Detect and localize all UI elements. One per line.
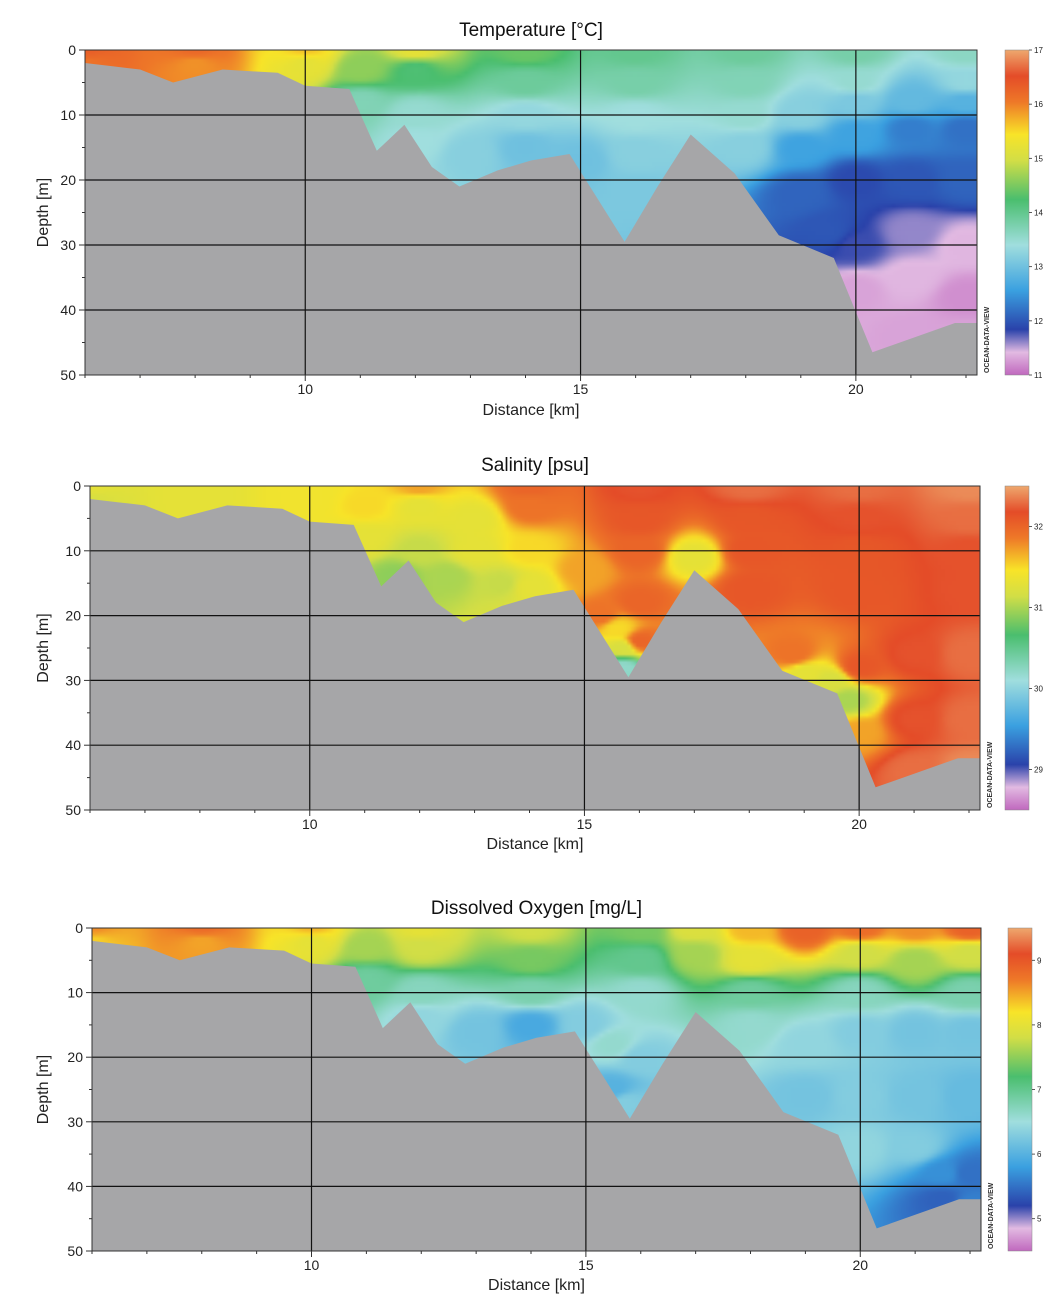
seabed-profile: [85, 63, 977, 375]
colorbar-tick-label: 13: [1034, 263, 1043, 272]
odv-watermark: OCEAN-DATA-VIEW: [988, 1182, 995, 1249]
colorbar-tick-label: 16: [1034, 100, 1043, 109]
x-tick-label: 10: [297, 381, 313, 397]
y-tick-label: 20: [60, 172, 76, 188]
colorbar-tick-label: 11: [1034, 371, 1043, 380]
x-axis-label: Distance [km]: [487, 836, 584, 853]
x-tick-label: 15: [573, 381, 589, 397]
y-tick-label: 40: [65, 737, 81, 753]
colorbar-tick-label: 30: [1034, 685, 1043, 694]
x-tick-label: 10: [302, 816, 318, 832]
y-tick-label: 40: [67, 1178, 83, 1194]
section-panel-0: 0 10 20 30 40 50 10 15 20 Temperature [°C] Distanc…: [35, 20, 1043, 419]
y-tick-label: 50: [67, 1243, 83, 1259]
colorbar-tick-label: 12: [1034, 317, 1043, 326]
y-tick-label: 0: [75, 920, 83, 936]
y-tick-label: 50: [60, 367, 76, 383]
y-tick-label: 0: [68, 42, 76, 58]
x-tick-label: 15: [577, 816, 593, 832]
y-tick-label: 40: [60, 302, 76, 318]
seabed-profile: [92, 940, 981, 1251]
x-tick-label: 15: [578, 1257, 594, 1273]
x-tick-label: 20: [848, 381, 864, 397]
colorbar-tick-label: 5: [1037, 1215, 1042, 1224]
chart-title: Dissolved Oxygen [mg/L]: [431, 898, 642, 919]
y-tick-label: 30: [67, 1114, 83, 1130]
y-tick-label: 0: [73, 478, 81, 494]
colorbar-tick-label: 9: [1037, 956, 1042, 965]
colorbar-tick-label: 17: [1034, 46, 1043, 55]
y-tick-label: 20: [67, 1049, 83, 1065]
odv-watermark: OCEAN-DATA-VIEW: [984, 306, 991, 373]
y-tick-label: 10: [60, 107, 76, 123]
x-axis-label: Distance [km]: [488, 1277, 585, 1294]
colorbar: [1007, 927, 1033, 1252]
y-tick-label: 30: [60, 237, 76, 253]
colorbar-tick-label: 6: [1037, 1150, 1042, 1159]
chart-title: Temperature [°C]: [459, 20, 603, 41]
colorbar-tick-label: 29: [1034, 766, 1043, 775]
colorbar-tick-label: 15: [1034, 154, 1043, 163]
y-tick-label: 20: [65, 608, 81, 624]
x-tick-label: 10: [304, 1257, 320, 1273]
y-tick-label: 10: [67, 985, 83, 1001]
y-axis-label: Depth [m]: [35, 178, 52, 247]
section-panel-1: 0 10 20 30 40 50 10 15 20 Salinity [psu] Distance …: [35, 455, 1043, 853]
y-tick-label: 30: [65, 672, 81, 688]
colorbar-tick-label: 8: [1037, 1021, 1042, 1030]
y-axis-label: Depth [m]: [35, 1055, 52, 1124]
odv-watermark: OCEAN-DATA-VIEW: [987, 741, 994, 808]
colorbar: [1004, 49, 1030, 376]
y-axis-label: Depth [m]: [35, 613, 52, 682]
colorbar-tick-label: 32: [1034, 523, 1043, 532]
colorbar-tick-label: 31: [1034, 604, 1043, 613]
x-axis-label: Distance [km]: [483, 402, 580, 419]
colorbar: [1004, 485, 1030, 811]
x-tick-label: 20: [851, 816, 867, 832]
seabed-profile: [90, 499, 980, 810]
colorbar-tick-label: 14: [1034, 209, 1043, 218]
section-panel-2: 0 10 20 30 40 50 10 15 20 Dissolved Oxygen [mg/L]…: [35, 898, 1042, 1294]
colorbar-tick-label: 7: [1037, 1086, 1042, 1095]
y-tick-label: 10: [65, 543, 81, 559]
y-tick-label: 50: [65, 802, 81, 818]
chart-title: Salinity [psu]: [481, 455, 589, 476]
x-tick-label: 20: [852, 1257, 868, 1273]
